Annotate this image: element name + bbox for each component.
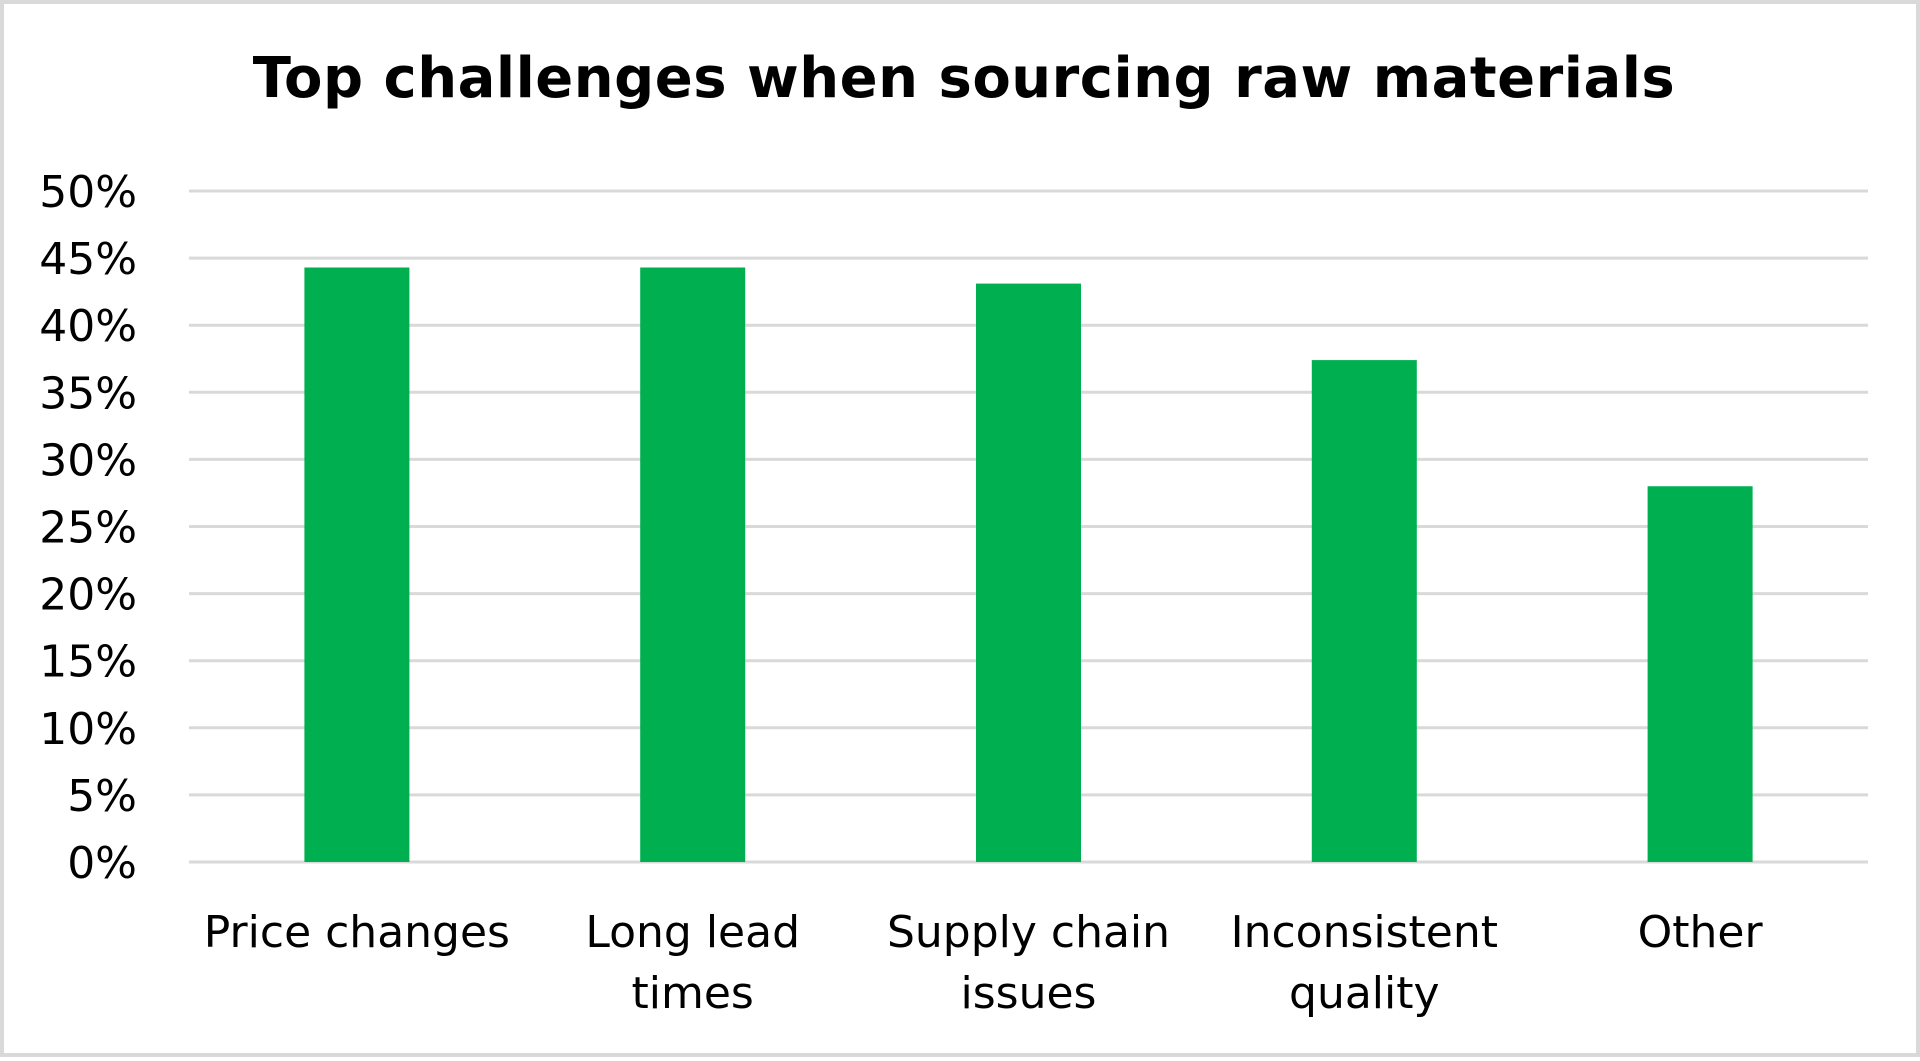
y-tick-label: 25% xyxy=(39,503,137,554)
y-tick-label: 40% xyxy=(39,301,137,352)
x-category-label: Other xyxy=(1638,907,1764,958)
y-tick-label: 30% xyxy=(39,435,137,486)
x-category-label: Supply chain issues xyxy=(887,907,1170,1019)
x-category-label: Price changes xyxy=(204,907,510,958)
y-tick-label: 10% xyxy=(39,704,137,755)
bar xyxy=(976,283,1081,862)
bar-chart: 0% 5% 10% 15% 20% 25% 30% 35% 40% 45% 50% Price cha… xyxy=(39,167,1868,1019)
y-tick-label: 45% xyxy=(39,234,137,285)
y-tick-label: 35% xyxy=(39,368,137,419)
y-tick-label: 15% xyxy=(39,637,137,688)
y-tick-label: 20% xyxy=(39,570,137,621)
bar xyxy=(1311,360,1417,862)
chart-title: Top challenges when sourcing raw materia… xyxy=(252,46,1676,111)
bar xyxy=(640,267,746,862)
x-category-label: Inconsistent quality xyxy=(1231,907,1498,1019)
y-tick-label: 0% xyxy=(67,838,137,889)
y-tick-label: 5% xyxy=(67,771,137,822)
x-category-label: Long lead times xyxy=(585,907,800,1019)
bar xyxy=(304,267,410,862)
y-tick-label: 50% xyxy=(39,167,137,218)
bar xyxy=(1647,486,1753,862)
